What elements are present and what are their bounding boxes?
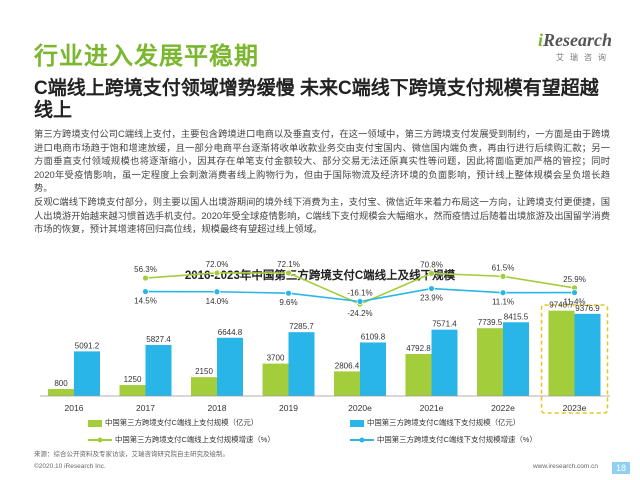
legend-line-swatch [350, 437, 374, 443]
page-number: 18 [611, 462, 630, 474]
online-growth-label: 56.3% [134, 265, 157, 274]
bar-online [548, 310, 575, 396]
bar-online [191, 377, 217, 396]
bar-label-online: 3700 [267, 354, 285, 363]
online-growth-label: 72.0% [206, 260, 229, 269]
offline-growth-label: 11.4% [563, 298, 585, 307]
offline-growth-label: 23.9% [420, 294, 443, 303]
bar-label-online: 7739.5 [478, 318, 503, 327]
offline-growth-label: 14.5% [134, 297, 157, 306]
offline-growth-label: 11.1% [492, 298, 514, 307]
legend-item-online-scale: 中国第三方跨境支付C端线上支付规模（亿元） [88, 417, 258, 428]
bar-online [48, 388, 74, 396]
legend-item-offline-scale: 中国第三方跨境支付C端线下支付规模（亿元） [350, 417, 520, 428]
online-growth-label: -24.2% [347, 309, 372, 318]
iresearch-logo: iResearch 艾瑞咨询 [538, 30, 612, 63]
bar-label-offline: 6109.8 [361, 332, 386, 341]
offline-growth-label: 9.6% [279, 298, 297, 307]
x-tick-label: 2018 [208, 403, 227, 413]
bar-online [119, 385, 146, 396]
body-text: 第三方跨境支付公司C端线上支付，主要包含跨境进口电商以及垂直支付，在这一领域中，… [34, 128, 610, 237]
offline-growth-point [428, 285, 435, 292]
bar-offline [431, 329, 458, 396]
bar-label-online: 800 [54, 379, 68, 388]
bar-online [405, 354, 432, 396]
x-tick-label: 2016 [65, 403, 84, 413]
offline-growth-point [213, 288, 221, 296]
x-tick-label: 2020e [348, 403, 372, 413]
logo-wordmark: iResearch [537, 30, 612, 50]
body-paragraph: 第三方跨境支付公司C端线上支付，主要包含跨境进口电商以及垂直支付，在这一领域中，… [34, 129, 610, 194]
bar-online [334, 371, 360, 396]
bar-online [477, 328, 503, 396]
source-note: 来源：综合公开资料及专家访谈，艾瑞咨询研究院自主研究及绘制。 [34, 451, 229, 458]
online-growth-point [213, 269, 221, 277]
logo-subtitle: 艾瑞咨询 [556, 53, 612, 62]
bar-offline [288, 332, 315, 396]
offline-growth-point [356, 298, 364, 305]
website-link[interactable]: www.iresearch.com.cn [532, 463, 598, 470]
bar-offline [74, 351, 100, 396]
bar-offline [217, 337, 243, 396]
bar-label-offline: 9376.9 [575, 304, 600, 313]
page-title: 行业进入发展平稳期 [34, 43, 259, 70]
online-growth-label: 72.1% [277, 260, 300, 269]
online-growth-point [142, 274, 149, 282]
offline-growth-label: -16.1% [347, 288, 372, 297]
x-tick-label: 2021e [420, 403, 444, 413]
bar-label-online: 4792.8 [406, 344, 431, 353]
offline-growth-label: 14.0% [206, 297, 229, 306]
copyright: ©2020.10 iResearch Inc. [34, 463, 106, 470]
bar-offline [145, 344, 172, 396]
x-tick-label: 2022e [491, 403, 515, 413]
bar-label-offline: 6644.8 [218, 328, 243, 337]
offline-growth-point [142, 288, 149, 295]
x-tick-label: 2017 [136, 403, 155, 413]
offline-growth-point [285, 289, 292, 297]
bar-label-online: 1250 [124, 375, 142, 384]
bar-label-offline: 8415.5 [504, 312, 529, 321]
online-growth-label: 25.9% [563, 275, 586, 284]
offline-growth-point [571, 289, 578, 296]
bar-label-offline: 5091.2 [75, 341, 100, 350]
body-paragraph: 反观C端线下跨境支付部分，则主要以国人出境游期间的境外线下消费为主，支付宝、微信… [34, 196, 610, 235]
online-growth-point [428, 269, 435, 277]
legend-swatch [350, 419, 364, 427]
x-tick-label: 2019 [279, 403, 298, 413]
online-growth-label: 61.5% [492, 263, 515, 272]
online-growth-label: 70.8% [420, 260, 443, 269]
bar-label-offline: 7285.7 [289, 322, 314, 331]
legend-line-swatch [88, 437, 112, 443]
forecast-highlight-box [540, 304, 609, 414]
bar-label-online: 2150 [195, 367, 213, 376]
legend-swatch [88, 419, 102, 427]
bar-label-offline: 5827.4 [146, 335, 171, 344]
bar-label-offline: 7571.4 [432, 320, 457, 329]
legend-item-online-growth: 中国第三方跨境支付C端线上支付规模增速（%） [88, 434, 275, 445]
online-growth-point [499, 272, 507, 280]
bar-offline [360, 342, 386, 396]
bar-label-online: 9740.7 [549, 301, 574, 310]
bar-label-online: 2806.4 [335, 361, 360, 370]
bar-online [262, 363, 289, 396]
bar-offline [574, 313, 601, 396]
online-growth-point [285, 269, 292, 277]
legend-item-offline-growth: 中国第三方跨境支付C端线下支付规模增速（%） [350, 434, 537, 445]
headline: C端线上跨境支付领域增势缓慢 未来C端线下跨境支付规模有望超越线上 [34, 78, 599, 121]
x-tick-label: 2023e [563, 403, 587, 413]
bar-offline [503, 322, 529, 396]
offline-growth-point [499, 289, 507, 297]
